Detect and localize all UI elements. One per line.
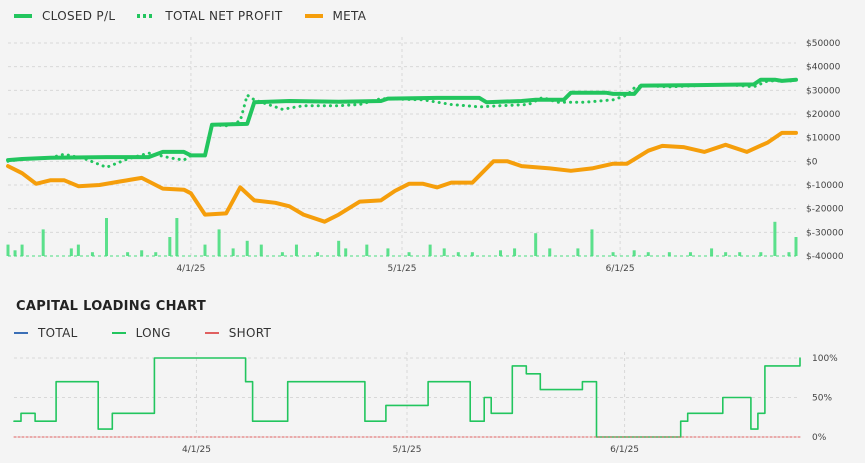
legend-label-long: LONG — [135, 326, 171, 340]
volume-bar — [105, 218, 108, 256]
y-tick-label: $30000 — [806, 86, 841, 96]
volume-bar — [456, 252, 460, 256]
volume-bar — [576, 248, 580, 256]
capital-legend: TOTAL LONG SHORT — [14, 326, 293, 340]
volume-bar — [126, 252, 130, 256]
volume-bar — [470, 252, 474, 256]
volume-bar — [759, 252, 763, 256]
y-tick-label: 100% — [812, 354, 838, 364]
volume-bar — [667, 252, 671, 256]
y-tick-label: $20000 — [806, 110, 841, 120]
y-tick-label: $50000 — [806, 39, 841, 49]
volume-bar — [386, 248, 390, 256]
legend-swatch-short — [204, 332, 219, 334]
volume-bar — [407, 252, 411, 256]
volume-bar — [442, 248, 446, 256]
volume-bar — [428, 244, 432, 256]
volume-bar — [203, 244, 207, 256]
volume-bar — [738, 252, 742, 256]
legend-label-total: TOTAL — [38, 326, 78, 340]
volume-bar — [611, 252, 615, 256]
volume-bar — [365, 244, 369, 256]
y-tick-label: $-10000 — [806, 181, 844, 191]
series-line-meta — [6, 130, 798, 224]
capital-loading-chart: 100% 50% 0% 4/1/25 5/1/25 6/1/25 — [13, 352, 838, 455]
x-tick-label: 4/1/25 — [182, 445, 211, 455]
series-line-long — [13, 357, 801, 438]
legend-swatch-total — [14, 332, 28, 334]
legend-label-short: SHORT — [228, 326, 272, 340]
legend-swatch-meta — [304, 14, 323, 18]
legend-label-total-net-profit: TOTAL NET PROFIT — [165, 9, 283, 23]
x-tick-label: 6/1/25 — [610, 445, 639, 455]
legend-label-meta: META — [332, 9, 367, 23]
volume-bar — [773, 221, 777, 256]
volume-bar — [787, 252, 791, 256]
series-line-closed-p-l — [6, 77, 798, 163]
volume-bar — [548, 248, 552, 256]
volume-bar — [513, 248, 517, 256]
volume-bar — [710, 248, 714, 256]
x-tick-label: 5/1/25 — [393, 445, 422, 455]
legend-item-total-net-profit[interactable]: TOTAL NET PROFIT — [137, 9, 282, 23]
volume-bar — [217, 229, 221, 256]
volume-bar — [724, 252, 728, 256]
y-tick-label: $10000 — [806, 134, 841, 144]
volume-bar — [280, 252, 284, 256]
volume-bar — [632, 250, 636, 256]
volume-bar — [259, 244, 263, 256]
legend-item-closed-pl[interactable]: CLOSED P/L — [14, 9, 115, 23]
series-line-total-net-profit — [6, 79, 798, 169]
y-tick-label: $-40000 — [806, 252, 844, 262]
volume-bar — [294, 244, 298, 256]
y-tick-label: $-30000 — [806, 228, 844, 238]
volume-bar — [175, 218, 179, 256]
volume-bar — [316, 252, 320, 256]
legend-item-long[interactable]: LONG — [111, 326, 171, 340]
capital-loading-title: CAPITAL LOADING CHART — [16, 299, 207, 314]
volume-bar — [688, 252, 692, 256]
volume-bar — [499, 250, 502, 256]
volume-bar — [168, 237, 172, 256]
legend-item-meta[interactable]: META — [304, 9, 367, 23]
volume-bar — [794, 237, 798, 256]
x-tick-label: 6/1/25 — [606, 264, 635, 274]
x-tick-label: 5/1/25 — [388, 264, 417, 274]
legend-swatch-closed-pl — [14, 14, 32, 18]
volume-bar — [41, 229, 45, 256]
volume-bar — [231, 248, 235, 256]
volume-bar — [590, 229, 594, 256]
y-tick-label: $-20000 — [806, 205, 844, 215]
pl-chart: $50000 $40000 $30000 $20000 $10000 $0 $-10000 $… — [6, 37, 844, 274]
volume-bar — [140, 250, 144, 256]
y-tick-label: 0% — [812, 433, 827, 443]
volume-bar — [646, 252, 650, 256]
volume-bar — [90, 252, 94, 256]
legend-item-short[interactable]: SHORT — [204, 326, 272, 340]
legend-item-total[interactable]: TOTAL — [14, 326, 78, 340]
volume-bar — [69, 248, 73, 256]
legend-label-closed-pl: CLOSED P/L — [42, 9, 116, 23]
volume-bar — [245, 240, 249, 256]
volume-bar — [534, 233, 538, 256]
y-tick-label: $40000 — [806, 63, 841, 73]
y-tick-label: $0 — [806, 157, 818, 167]
legend-swatch-long — [111, 332, 126, 334]
volume-bar — [154, 252, 158, 256]
volume-bar — [76, 244, 80, 256]
x-tick-label: 4/1/25 — [176, 264, 205, 274]
volume-bar — [13, 250, 17, 256]
volume-bar — [20, 244, 24, 256]
volume-bar — [344, 248, 348, 256]
volume-bar — [337, 240, 341, 256]
volume-bar — [6, 244, 10, 256]
legend-swatch-total-net-profit — [137, 14, 156, 18]
pl-legend: CLOSED P/L TOTAL NET PROFIT META — [14, 9, 388, 23]
y-tick-label: 50% — [812, 394, 832, 404]
